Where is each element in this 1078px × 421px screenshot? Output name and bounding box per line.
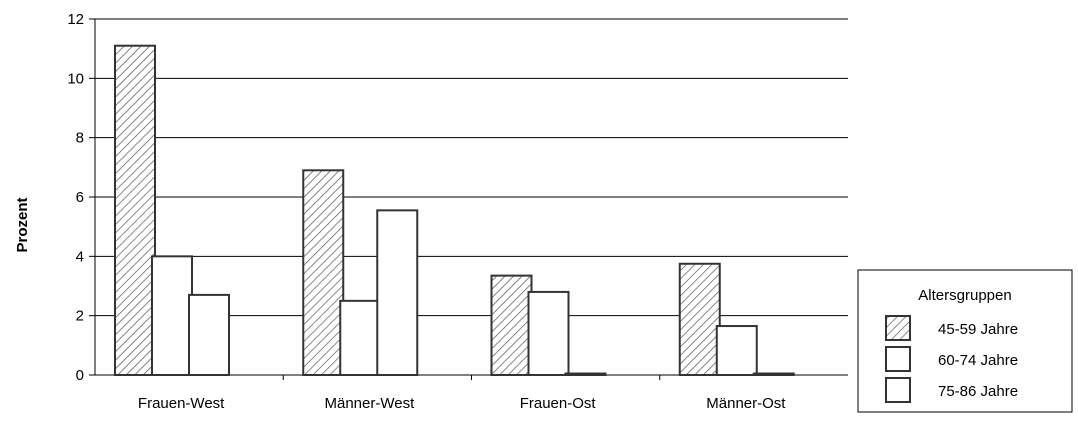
y-tick-label: 8 (76, 130, 84, 147)
y-tick-label: 10 (67, 70, 84, 87)
bar-75-86-jahre-1 (376, 209, 419, 376)
x-category-label: Männer-West (324, 395, 415, 412)
bar-45-59-jahre-0 (114, 44, 156, 376)
legend-items: 45-59 Jahre 60-74 Jahre 75-86 Jahre (885, 315, 1018, 403)
bar-45-59-jahre-1 (302, 169, 345, 376)
x-category-label: Frauen-West (138, 395, 225, 412)
bar-60-74-jahre-1 (339, 299, 382, 377)
legend-swatch (885, 346, 911, 372)
bar-60-74-jahre-0 (151, 255, 193, 377)
bar-60-74-jahre-2 (527, 290, 570, 376)
legend-item-label: 60-74 Jahre (938, 352, 1018, 369)
y-axis-label: Prozent (14, 197, 31, 252)
labels: 0 2 4 6 8 10 12 Frauen-West Männer-West Frauen-Os… (67, 11, 786, 412)
y-tick-label: 0 (76, 367, 84, 384)
bar-75-86-jahre-3 (752, 372, 795, 376)
bar-75-86-jahre-0 (188, 293, 230, 376)
bars (114, 44, 795, 377)
y-tick-label: 6 (76, 189, 84, 206)
bar-45-59-jahre-3 (678, 262, 721, 376)
y-tick-label: 2 (76, 308, 84, 325)
x-category-label: Männer-Ost (706, 395, 786, 412)
legend-item-label: 45-59 Jahre (938, 321, 1018, 338)
y-tick-label: 12 (67, 11, 84, 28)
legend-title: Altersgruppen (918, 287, 1011, 304)
legend-swatch (885, 377, 911, 403)
legend-swatch (885, 315, 911, 341)
legend: Altersgruppen 45-59 Jahre 60-74 Jahre 75-8… (857, 269, 1073, 413)
legend-item-label: 75-86 Jahre (938, 383, 1018, 400)
bar-60-74-jahre-3 (715, 325, 758, 376)
y-tick-label: 4 (76, 248, 84, 265)
x-category-label: Frauen-Ost (520, 395, 597, 412)
bar-45-59-jahre-2 (490, 274, 533, 376)
bar-75-86-jahre-2 (564, 372, 607, 376)
grid-lines (95, 18, 848, 317)
